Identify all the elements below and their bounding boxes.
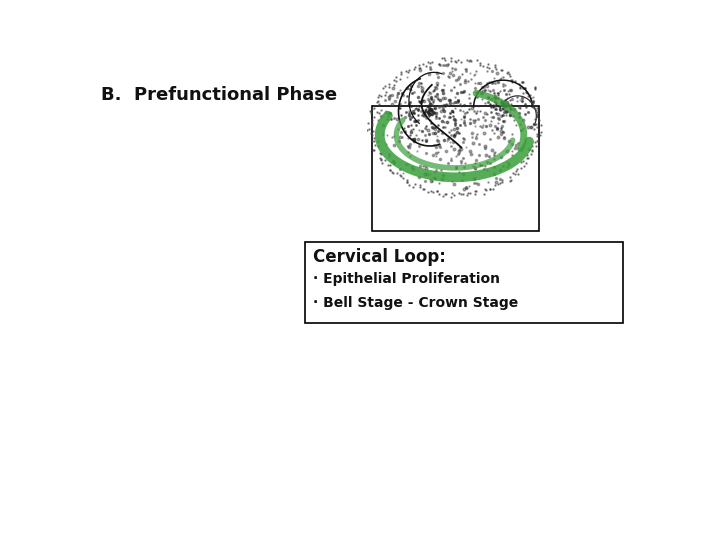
Text: · Epithelial Proliferation: · Epithelial Proliferation (313, 272, 500, 286)
Text: · Bell Stage - Crown Stage: · Bell Stage - Crown Stage (313, 296, 518, 310)
Bar (305, 241, 623, 322)
Text: B.  Prefunctional Phase: B. Prefunctional Phase (101, 85, 337, 104)
Text: Cervical Loop:: Cervical Loop: (313, 248, 446, 266)
Bar (372, 106, 539, 231)
